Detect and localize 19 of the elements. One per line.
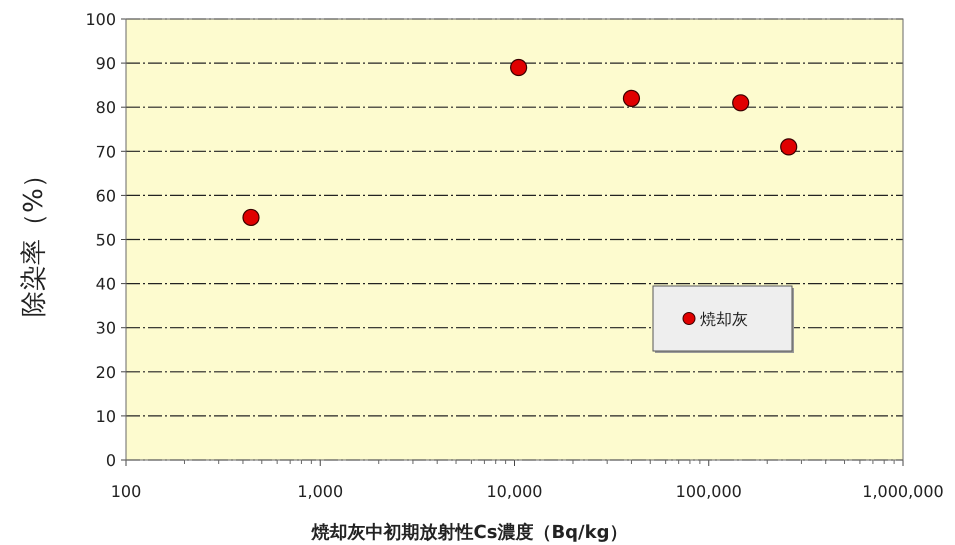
- x-tick-label: 100: [110, 482, 142, 501]
- y-tick-label: 50: [96, 230, 116, 250]
- x-tick-label: 1,000: [297, 482, 344, 501]
- y-tick-label: 60: [96, 186, 116, 206]
- y-tick-label: 90: [96, 54, 116, 74]
- y-tick-label: 40: [96, 274, 116, 294]
- legend-label: 焼却灰: [700, 310, 748, 328]
- y-tick-label: 70: [96, 142, 116, 162]
- y-tick-label: 10: [96, 406, 116, 426]
- y-tick-label: 30: [96, 318, 116, 338]
- y-tick-label: 20: [96, 362, 116, 382]
- x-tick-label: 10,000: [486, 482, 542, 501]
- y-axis-title: 除染率（%）: [19, 162, 49, 317]
- y-tick-label: 80: [96, 98, 116, 118]
- y-tick-label: 0: [106, 451, 116, 470]
- y-tick-label: 100: [85, 10, 116, 29]
- x-tick-label: 100,000: [676, 482, 742, 501]
- x-tick-label: 1,000,000: [862, 482, 944, 501]
- x-axis-title: 焼却灰中初期放射性Cs濃度（Bq/kg）: [310, 522, 628, 543]
